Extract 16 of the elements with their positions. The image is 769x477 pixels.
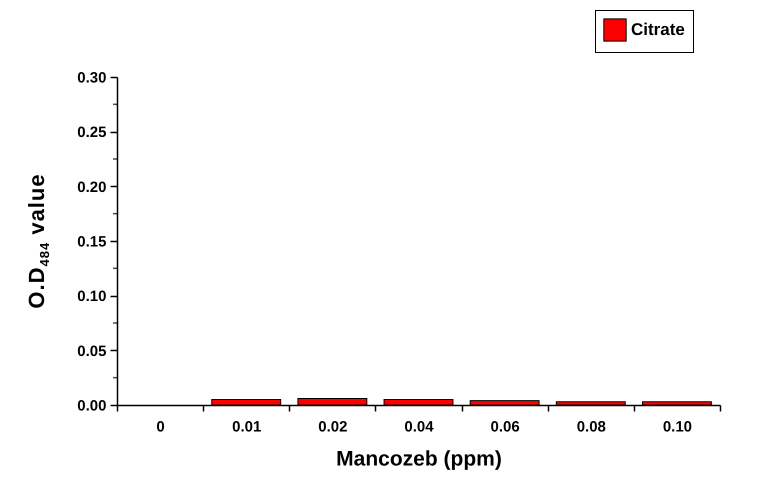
x-tick-label: 0.04 [404, 418, 434, 436]
y-tick-label: 0.20 [77, 178, 106, 196]
x-tick-label: 0.10 [662, 418, 692, 436]
x-tick-label: 0.02 [318, 418, 348, 436]
y-tick-label: 0.05 [77, 342, 106, 360]
y-tick-label: 0.10 [77, 288, 106, 306]
y-tick-label: 0.25 [77, 124, 106, 142]
x-axis-title: Mancozeb (ppm) [336, 448, 502, 470]
x-tick-label: 0.08 [576, 418, 606, 436]
y-tick-label: 0.15 [77, 234, 106, 250]
x-tick-label: 0.06 [490, 418, 520, 436]
y-tick-label: 0.00 [77, 398, 106, 414]
x-tick-label: 0.01 [232, 418, 262, 436]
x-tick-label: 0 [156, 418, 165, 436]
legend-label: Citrate [631, 20, 685, 39]
y-tick-label: 0.30 [77, 70, 106, 86]
